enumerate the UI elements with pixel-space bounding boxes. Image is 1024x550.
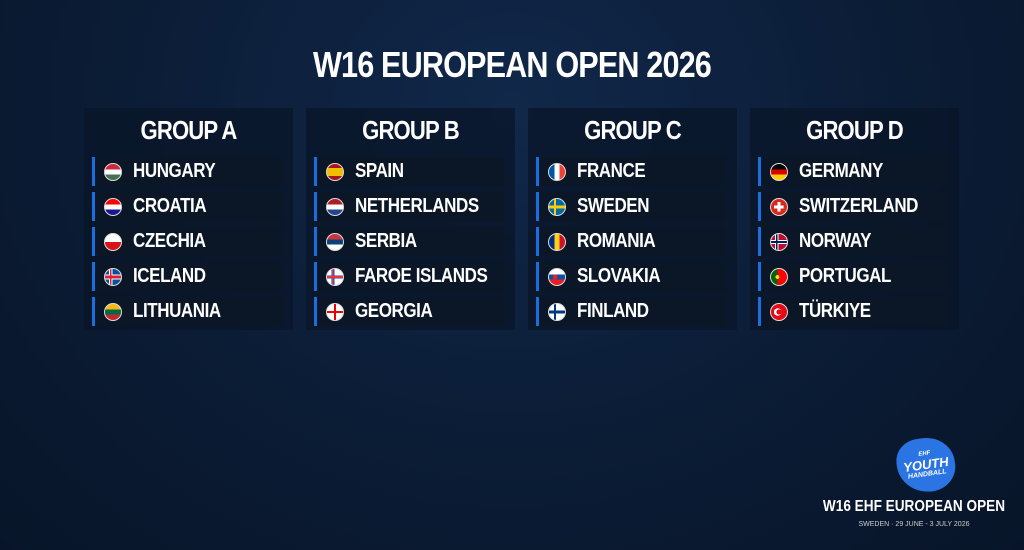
turkiye-flag-icon — [770, 302, 788, 321]
team-row: SLOVAKIA — [536, 262, 726, 291]
spain-flag-icon — [326, 162, 344, 181]
team-row: ROMANIA — [536, 227, 726, 256]
page-title: W16 EUROPEAN OPEN 2026 — [313, 44, 712, 85]
group-title: GROUP D — [806, 115, 904, 145]
team-name: CZECHIA — [133, 230, 206, 252]
team-name: ROMANIA — [577, 230, 656, 252]
event-name: W16 EHF EUROPEAN OPEN — [822, 498, 1006, 515]
team-row: NETHERLANDS — [314, 192, 504, 221]
accent-bar — [536, 227, 539, 256]
accent-bar — [536, 297, 539, 326]
team-name: CROATIA — [133, 195, 207, 217]
team-name: SLOVAKIA — [577, 265, 661, 287]
accent-bar — [758, 262, 761, 291]
team-row: CZECHIA — [92, 227, 282, 256]
team-row: GEORGIA — [314, 297, 504, 326]
group-panel-c: GROUP C FRANCE SWEDEN ROMANIA SLOVAKIA FINLAN… — [528, 108, 737, 330]
team-name: SERBIA — [355, 230, 417, 252]
group-panel-b: GROUP B SPAIN NETHERLANDS SERBIA FAROE ISLAN… — [306, 108, 515, 330]
team-name: TÜRKIYE — [799, 300, 871, 322]
team-row: NORWAY — [758, 227, 948, 256]
accent-bar — [758, 157, 761, 186]
accent-bar — [758, 192, 761, 221]
switzerland-flag-icon — [770, 197, 788, 216]
team-name: NORWAY — [799, 230, 872, 252]
team-name: NETHERLANDS — [355, 195, 479, 217]
norway-flag-icon — [770, 232, 788, 251]
group-panel-a: GROUP A HUNGARY CROATIA CZECHIA ICELAND LITHU… — [84, 108, 293, 330]
team-name: PORTUGAL — [799, 265, 891, 287]
team-row: FINLAND — [536, 297, 726, 326]
team-row: ICELAND — [92, 262, 282, 291]
team-row: SWEDEN — [536, 192, 726, 221]
georgia-flag-icon — [326, 302, 344, 321]
team-name: LITHUANIA — [133, 300, 221, 322]
event-details: SWEDEN · 29 JUNE - 3 JULY 2026 — [858, 521, 970, 528]
team-name: ICELAND — [133, 265, 206, 287]
youth-handball-logo: EHF YOUTH HANDBALL — [893, 434, 959, 496]
group-title: GROUP B — [362, 115, 460, 145]
france-flag-icon — [548, 162, 566, 181]
team-row: SERBIA — [314, 227, 504, 256]
team-name: FRANCE — [577, 160, 646, 182]
accent-bar — [536, 157, 539, 186]
accent-bar — [314, 157, 317, 186]
team-name: GERMANY — [799, 160, 883, 182]
team-name: SPAIN — [355, 160, 404, 182]
iceland-flag-icon — [104, 267, 122, 286]
romania-flag-icon — [548, 232, 566, 251]
faroe-flag-icon — [326, 267, 344, 286]
team-name: GEORGIA — [355, 300, 433, 322]
accent-bar — [92, 157, 95, 186]
accent-bar — [92, 227, 95, 256]
accent-bar — [314, 297, 317, 326]
team-row: SPAIN — [314, 157, 504, 186]
team-name: HUNGARY — [133, 160, 216, 182]
accent-bar — [758, 297, 761, 326]
czechia-flag-icon — [104, 232, 122, 251]
team-row: CROATIA — [92, 192, 282, 221]
croatia-flag-icon — [104, 197, 122, 216]
team-row: FRANCE — [536, 157, 726, 186]
team-row: GERMANY — [758, 157, 948, 186]
accent-bar — [92, 297, 95, 326]
group-panel-d: GROUP D GERMANY SWITZERLAND NORWAY PORTUGAL T… — [750, 108, 959, 330]
accent-bar — [92, 192, 95, 221]
accent-bar — [536, 262, 539, 291]
team-row: HUNGARY — [92, 157, 282, 186]
finland-flag-icon — [548, 302, 566, 321]
team-row: FAROE ISLANDS — [314, 262, 504, 291]
serbia-flag-icon — [326, 232, 344, 251]
team-name: SWITZERLAND — [799, 195, 919, 217]
accent-bar — [314, 227, 317, 256]
hungary-flag-icon — [104, 162, 122, 181]
accent-bar — [758, 227, 761, 256]
accent-bar — [314, 262, 317, 291]
lithuania-flag-icon — [104, 302, 122, 321]
slovakia-flag-icon — [548, 267, 566, 286]
accent-bar — [314, 192, 317, 221]
team-name: FAROE ISLANDS — [355, 265, 488, 287]
group-title: GROUP A — [140, 115, 238, 145]
netherlands-flag-icon — [326, 197, 344, 216]
team-name: SWEDEN — [577, 195, 650, 217]
accent-bar — [92, 262, 95, 291]
group-title: GROUP C — [584, 115, 682, 145]
team-row: SWITZERLAND — [758, 192, 948, 221]
team-row: LITHUANIA — [92, 297, 282, 326]
germany-flag-icon — [770, 162, 788, 181]
team-row: PORTUGAL — [758, 262, 948, 291]
sweden-flag-icon — [548, 197, 566, 216]
portugal-flag-icon — [770, 267, 788, 286]
accent-bar — [536, 192, 539, 221]
team-row: TÜRKIYE — [758, 297, 948, 326]
team-name: FINLAND — [577, 300, 649, 322]
